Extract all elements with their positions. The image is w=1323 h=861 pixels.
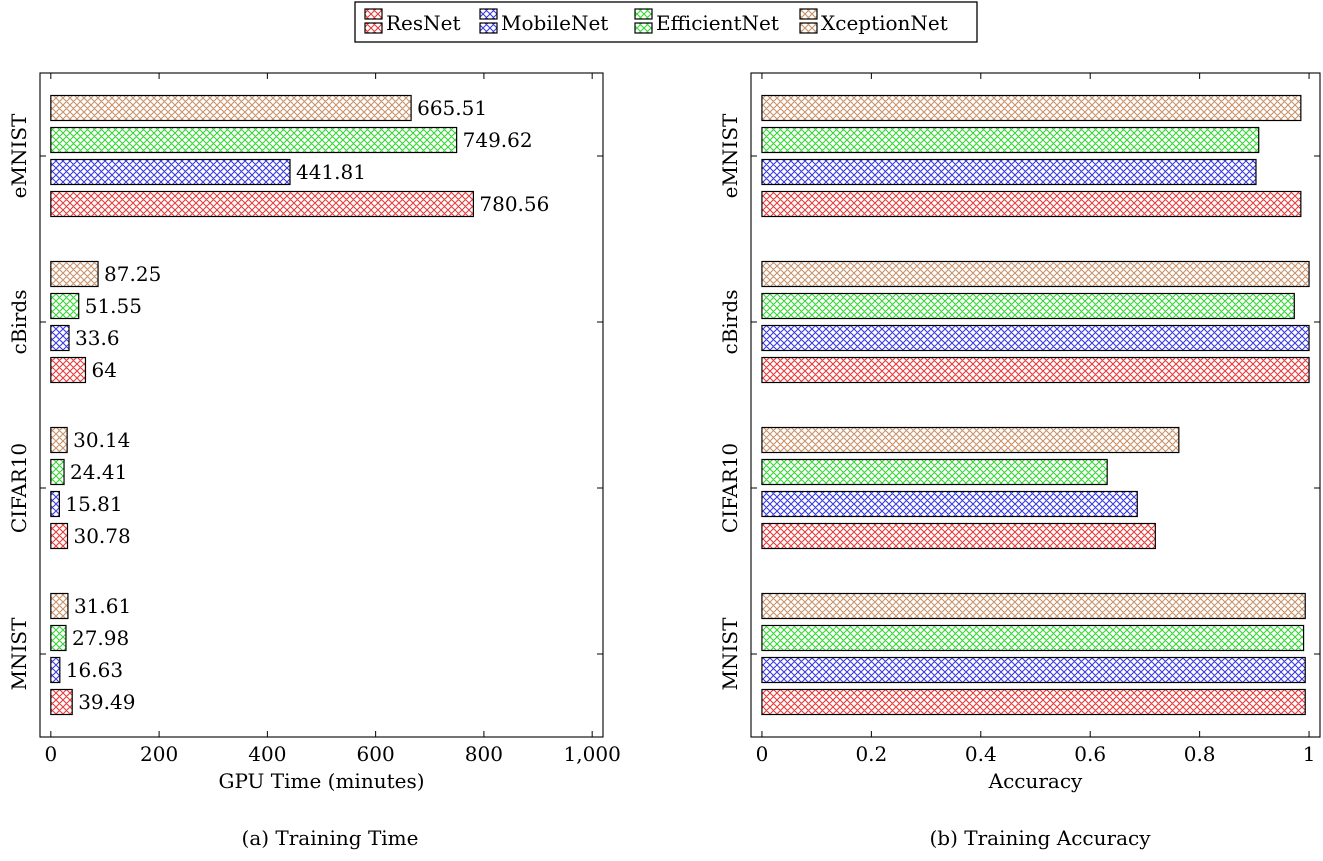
bar-xceptionnet-emnist <box>50 94 412 122</box>
y-tick-label-emnist: eMNIST <box>7 113 31 198</box>
data-label-xceptionnet-emnist: 665.51 <box>417 96 487 120</box>
bar-efficientnet-emnist <box>761 126 1260 154</box>
data-label-mobilenet-cbirds: 33.6 <box>75 326 120 350</box>
legend-swatch-bottom <box>479 22 498 34</box>
data-label-resnet-emnist: 780.56 <box>479 192 549 216</box>
bar-mobilenet-cbirds <box>50 324 70 352</box>
bar-mobilenet-emnist <box>761 158 1257 186</box>
legend-swatch-top <box>634 8 653 20</box>
x-axis-label: GPU Time (minutes) <box>218 769 424 793</box>
bar-mobilenet-emnist <box>50 158 291 186</box>
legend-swatch-bottom <box>799 22 818 34</box>
data-label-xceptionnet-mnist: 31.61 <box>74 594 131 618</box>
bar-mobilenet-mnist <box>761 656 1306 684</box>
data-label-resnet-cbirds: 64 <box>91 358 116 382</box>
y-tick-label-mnist: MNIST <box>718 617 742 691</box>
x-tick-label: 0.2 <box>855 742 887 766</box>
bar-resnet-emnist <box>50 190 474 218</box>
bar-efficientnet-mnist <box>761 624 1305 652</box>
legend-item-efficientnet: EfficientNet <box>634 8 779 35</box>
x-tick-label: 1,000 <box>564 742 621 766</box>
legend-label: MobileNet <box>501 11 608 35</box>
bar-xceptionnet-cifar10 <box>50 426 68 454</box>
bar-xceptionnet-cbirds <box>761 260 1310 288</box>
bar-efficientnet-cifar10 <box>50 458 65 486</box>
caption-right: (b) Training Accuracy <box>929 826 1151 850</box>
x-tick-label: 0 <box>44 742 57 766</box>
bar-efficientnet-mnist <box>50 624 67 652</box>
bar-efficientnet-cbirds <box>50 292 80 320</box>
x-tick-label: 0.8 <box>1184 742 1216 766</box>
bar-efficientnet-cifar10 <box>761 458 1108 486</box>
data-label-mobilenet-cifar10: 15.81 <box>65 492 122 516</box>
legend-swatch-bottom <box>634 22 653 34</box>
y-tick-label-cifar10: CIFAR10 <box>7 443 31 533</box>
bar-efficientnet-emnist <box>50 126 458 154</box>
bar-resnet-cifar10 <box>50 522 69 550</box>
bar-xceptionnet-mnist <box>761 592 1306 620</box>
bar-xceptionnet-cbirds <box>50 260 99 288</box>
legend-item-resnet: ResNet <box>364 8 461 35</box>
y-tick-label-cbirds: cBirds <box>7 290 31 355</box>
data-label-efficientnet-cifar10: 24.41 <box>70 460 127 484</box>
legend-label: ResNet <box>386 11 461 35</box>
data-label-resnet-cifar10: 30.78 <box>73 524 130 548</box>
legend-label: EfficientNet <box>656 11 779 35</box>
data-label-efficientnet-mnist: 27.98 <box>72 626 129 650</box>
x-axis-label: Accuracy <box>988 769 1083 793</box>
data-label-mobilenet-mnist: 16.63 <box>66 658 123 682</box>
training-time-chart: 0 200 400 600 800 1,000 GPU Time (minutes) MNIS… <box>7 72 621 793</box>
y-tick-label-emnist: eMNIST <box>718 113 742 198</box>
bar-resnet-cbirds <box>50 356 87 384</box>
data-label-resnet-mnist: 39.49 <box>78 690 135 714</box>
bar-resnet-mnist <box>761 688 1306 716</box>
data-label-xceptionnet-cifar10: 30.14 <box>73 428 130 452</box>
legend-swatch-top <box>479 8 498 20</box>
x-tick-label: 0.4 <box>965 742 997 766</box>
bar-mobilenet-cifar10 <box>761 490 1138 518</box>
bar-xceptionnet-mnist <box>50 592 69 620</box>
caption-left: (a) Training Time <box>241 826 419 850</box>
data-label-xceptionnet-cbirds: 87.25 <box>104 262 161 286</box>
legend-item-xceptionnet: XceptionNet <box>799 8 948 35</box>
legend-swatch-top <box>799 8 818 20</box>
legend-swatch-top <box>364 8 383 20</box>
data-label-efficientnet-emnist: 749.62 <box>463 128 533 152</box>
legend: ResNet MobileNet EfficientNet XceptionNet <box>354 1 978 43</box>
x-tick-label: 600 <box>357 742 395 766</box>
bar-mobilenet-mnist <box>50 656 61 684</box>
bar-xceptionnet-emnist <box>761 94 1302 122</box>
bar-resnet-cbirds <box>761 356 1310 384</box>
bar-mobilenet-cbirds <box>761 324 1310 352</box>
x-tick-label: 1 <box>1303 742 1316 766</box>
data-label-mobilenet-emnist: 441.81 <box>296 160 366 184</box>
y-tick-label-cbirds: cBirds <box>718 290 742 355</box>
bar-resnet-mnist <box>50 688 73 716</box>
x-tick-label: 400 <box>248 742 286 766</box>
bar-mobilenet-cifar10 <box>50 490 60 518</box>
x-tick-label: 200 <box>140 742 178 766</box>
bar-efficientnet-cbirds <box>761 292 1295 320</box>
plot-frame <box>750 72 1321 738</box>
x-tick-label: 800 <box>465 742 503 766</box>
x-tick-label: 0.6 <box>1074 742 1106 766</box>
legend-box <box>354 1 978 43</box>
bar-resnet-cifar10 <box>761 522 1156 550</box>
legend-item-mobilenet: MobileNet <box>479 8 608 35</box>
data-label-efficientnet-cbirds: 51.55 <box>85 294 142 318</box>
x-tick-label: 0 <box>756 742 769 766</box>
plot-frame <box>39 72 604 738</box>
legend-label: XceptionNet <box>821 11 948 35</box>
bar-resnet-emnist <box>761 190 1302 218</box>
legend-swatch-bottom <box>364 22 383 34</box>
y-tick-label-mnist: MNIST <box>7 617 31 691</box>
y-tick-label-cifar10: CIFAR10 <box>718 443 742 533</box>
bar-xceptionnet-cifar10 <box>761 426 1180 454</box>
training-accuracy-chart: 0 0.2 0.4 0.6 0.8 1 Accuracy MNIST CIFAR10 cBirds… <box>718 72 1321 793</box>
